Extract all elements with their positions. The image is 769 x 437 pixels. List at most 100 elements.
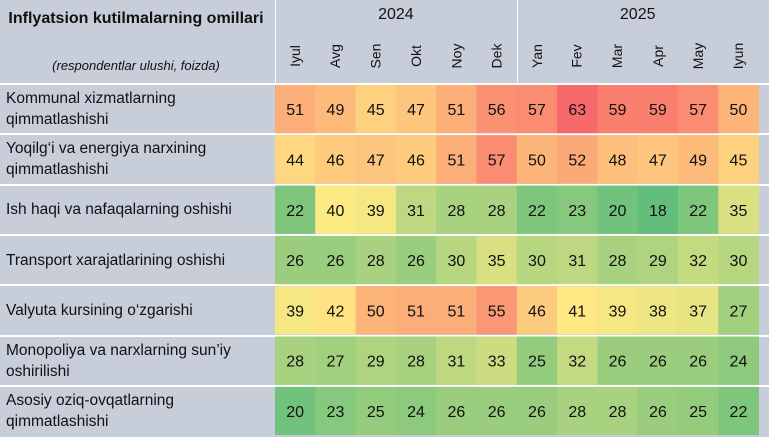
heat-cell	[678, 185, 719, 234]
heat-cell	[395, 336, 437, 385]
heat-cell	[315, 85, 356, 134]
cell-value: 51	[447, 102, 465, 119]
row-label: Kommunal xizmatlarning qimmatlashishi	[6, 90, 176, 129]
cell-value: 50	[730, 102, 748, 119]
row-separator	[0, 384, 769, 387]
cell-value: 26	[407, 253, 425, 270]
heat-cell	[637, 235, 679, 285]
heat-cell	[678, 286, 719, 335]
cell-value: 39	[286, 303, 304, 320]
cell-value: 22	[286, 203, 304, 220]
heat-cell	[718, 235, 759, 285]
row-separator	[0, 83, 769, 85]
row-separator	[0, 334, 769, 337]
cell-value: 28	[286, 354, 304, 371]
cell-value: 33	[488, 354, 506, 371]
heat-cell	[597, 386, 639, 436]
cell-value: 22	[528, 203, 546, 220]
heat-cell	[637, 135, 679, 184]
cell-value: 63	[568, 102, 586, 119]
cell-value: 57	[528, 102, 546, 119]
row-separator	[0, 183, 769, 186]
heat-cell	[597, 185, 639, 234]
year-label-2024: 2024	[378, 6, 414, 23]
row-label: Transport xarajatlarining oshishi	[6, 251, 226, 269]
cell-value: 26	[286, 253, 304, 270]
row-label: Asosiy oziq-ovqatlarning qimmatlashishi	[6, 391, 175, 430]
heat-cell	[637, 185, 679, 234]
cell-value: 50	[528, 152, 546, 169]
heat-cell	[597, 235, 639, 285]
heat-cell	[476, 386, 518, 436]
heat-cell	[557, 386, 598, 436]
heat-cell	[476, 135, 518, 184]
heat-cell	[275, 185, 316, 234]
heat-cell	[395, 135, 437, 184]
cell-value: 51	[447, 303, 465, 320]
heat-cell	[718, 85, 759, 134]
heat-cell	[436, 286, 477, 335]
cell-value: 57	[689, 102, 707, 119]
cell-value: 51	[286, 102, 304, 119]
cell-value: 45	[367, 102, 385, 119]
cell-value: 44	[286, 152, 304, 169]
heat-cell	[436, 135, 477, 184]
row-separator	[0, 284, 769, 287]
heat-cell	[678, 235, 719, 285]
cell-value: 35	[488, 253, 506, 270]
heat-cell	[557, 185, 598, 234]
chart-subtitle: (respondentlar ulushi, foizda)	[52, 58, 220, 73]
cell-value: 39	[367, 203, 385, 220]
cell-value: 31	[568, 253, 586, 270]
heat-cell	[315, 386, 356, 436]
row-label: Ish haqi va nafaqalarning oshishi	[6, 201, 232, 219]
heat-cell	[516, 235, 558, 285]
heat-cell	[597, 85, 639, 134]
cell-value: 37	[689, 303, 707, 320]
heat-cell	[557, 336, 598, 385]
heat-cell	[637, 286, 679, 335]
heat-cell	[476, 85, 518, 134]
heat-cell	[516, 336, 558, 385]
heat-cell	[315, 135, 356, 184]
heat-cell	[315, 286, 356, 335]
chart-title: Inflyatsion kutilmalarning omillari	[8, 10, 264, 27]
cell-value: 23	[568, 203, 586, 220]
cell-value: 26	[447, 404, 465, 421]
cell-value: 49	[327, 102, 345, 119]
cell-value: 28	[488, 203, 506, 220]
cell-value: 30	[730, 253, 748, 270]
heat-cell	[275, 286, 316, 335]
cell-value: 26	[649, 404, 667, 421]
heat-cell	[516, 185, 558, 234]
heat-cell	[597, 135, 639, 184]
cell-value: 26	[609, 354, 627, 371]
heat-cell	[557, 85, 598, 134]
row-label: Yoqilg‘i va energiya narxining qimmatlas…	[6, 140, 207, 179]
heat-cell	[516, 286, 558, 335]
heat-cell	[355, 336, 397, 385]
heat-cell	[718, 336, 759, 385]
cell-value: 32	[689, 253, 707, 270]
cell-value: 28	[609, 253, 627, 270]
cell-value: 41	[568, 303, 586, 320]
cell-value: 29	[367, 354, 385, 371]
heat-cell	[315, 185, 356, 234]
heat-cell	[395, 185, 437, 234]
heat-cell	[355, 185, 397, 234]
heat-cell	[355, 386, 397, 436]
cell-value: 27	[327, 354, 345, 371]
heat-cell	[597, 336, 639, 385]
cell-value: 28	[447, 203, 465, 220]
heat-cell	[678, 135, 719, 184]
heat-cell	[476, 286, 518, 335]
heat-cell	[395, 235, 437, 285]
cell-value: 42	[327, 303, 345, 320]
heat-cell	[315, 336, 356, 385]
cell-value: 47	[367, 152, 385, 169]
heat-cell	[516, 85, 558, 134]
cell-value: 24	[730, 354, 748, 371]
cell-value: 47	[407, 102, 425, 119]
heat-cell	[516, 135, 558, 184]
